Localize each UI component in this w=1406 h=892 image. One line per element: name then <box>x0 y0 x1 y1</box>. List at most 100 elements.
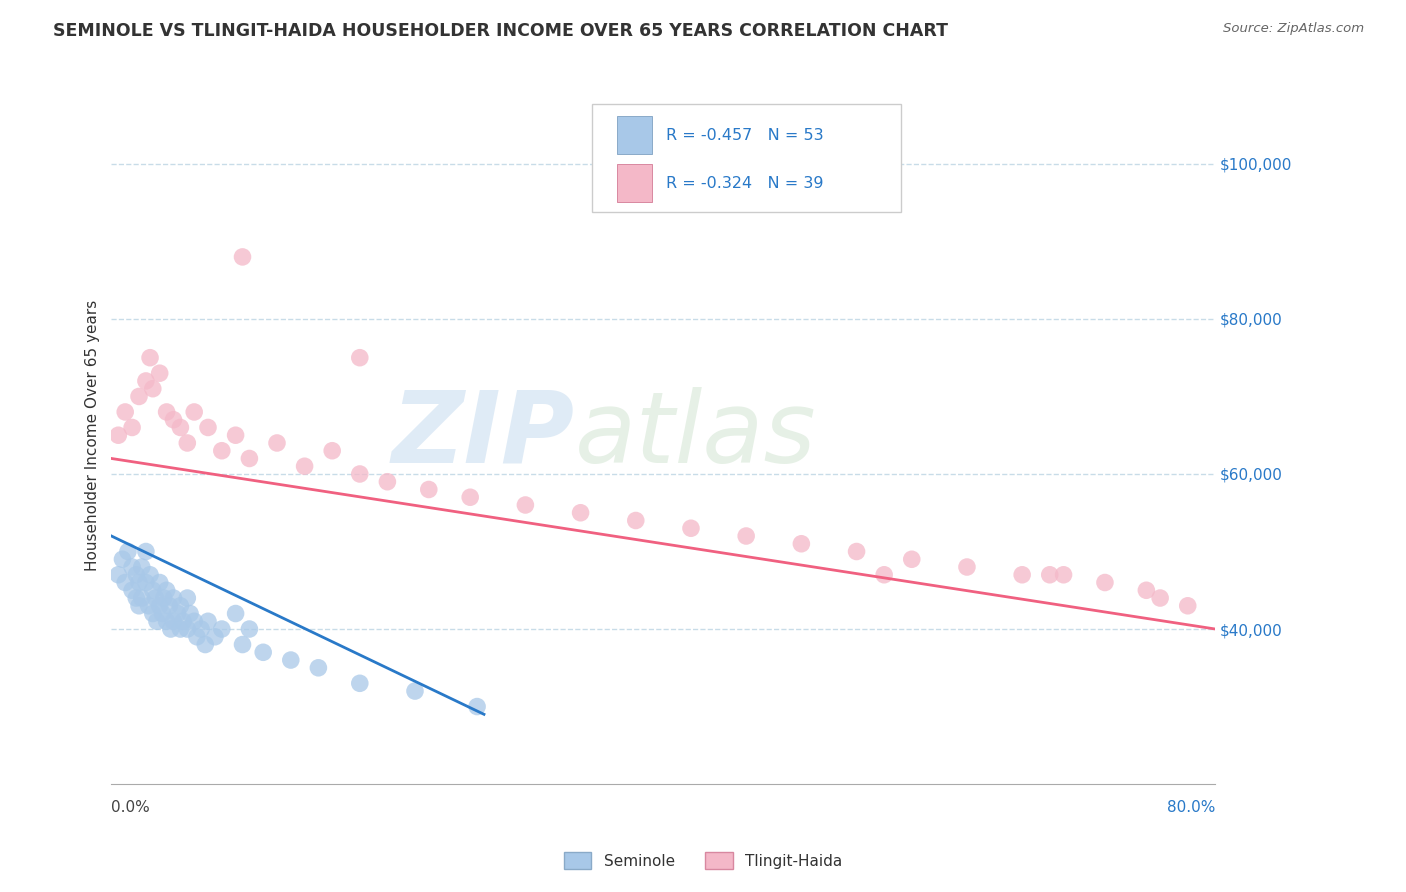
Point <box>139 567 162 582</box>
Point <box>294 459 316 474</box>
Point <box>142 607 165 621</box>
Point <box>569 506 592 520</box>
Point <box>157 599 180 613</box>
Point <box>131 560 153 574</box>
Point <box>197 420 219 434</box>
Point <box>186 630 208 644</box>
Point <box>211 622 233 636</box>
Point <box>166 607 188 621</box>
Point <box>204 630 226 644</box>
Point <box>155 405 177 419</box>
Point <box>172 615 194 629</box>
Point <box>152 607 174 621</box>
Point <box>155 583 177 598</box>
Point <box>169 622 191 636</box>
Point <box>149 599 172 613</box>
Point <box>349 676 371 690</box>
Point <box>515 498 537 512</box>
Point <box>679 521 702 535</box>
Point <box>956 560 979 574</box>
Text: Source: ZipAtlas.com: Source: ZipAtlas.com <box>1223 22 1364 36</box>
Point <box>458 490 481 504</box>
Point <box>107 567 129 582</box>
Point <box>111 552 134 566</box>
FancyBboxPatch shape <box>617 164 652 202</box>
Text: 0.0%: 0.0% <box>111 800 150 815</box>
Point <box>404 684 426 698</box>
Point <box>900 552 922 566</box>
Point <box>231 250 253 264</box>
Point <box>176 622 198 636</box>
Point <box>138 599 160 613</box>
FancyBboxPatch shape <box>592 103 901 212</box>
Point <box>790 537 813 551</box>
Point <box>114 405 136 419</box>
Point <box>125 591 148 605</box>
Text: R = -0.457   N = 53: R = -0.457 N = 53 <box>665 128 823 143</box>
Point <box>128 599 150 613</box>
Point <box>1177 599 1199 613</box>
Point <box>135 575 157 590</box>
Point <box>131 591 153 605</box>
Point <box>225 428 247 442</box>
Point <box>121 560 143 574</box>
Point <box>146 615 169 629</box>
Point <box>266 436 288 450</box>
Point <box>231 638 253 652</box>
Point <box>252 645 274 659</box>
Point <box>162 591 184 605</box>
Y-axis label: Householder Income Over 65 years: Householder Income Over 65 years <box>86 300 100 571</box>
Point <box>280 653 302 667</box>
Point <box>321 443 343 458</box>
Text: atlas: atlas <box>575 387 817 483</box>
Point <box>377 475 399 489</box>
Point <box>624 514 647 528</box>
Point <box>107 428 129 442</box>
Point <box>238 451 260 466</box>
Point <box>197 615 219 629</box>
Point <box>1011 567 1033 582</box>
Point <box>139 351 162 365</box>
Point <box>159 622 181 636</box>
Point <box>135 544 157 558</box>
Point <box>142 583 165 598</box>
Point <box>183 405 205 419</box>
Point <box>155 615 177 629</box>
Point <box>145 591 167 605</box>
Point <box>238 622 260 636</box>
Point <box>114 575 136 590</box>
Legend: Seminole, Tlingit-Haida: Seminole, Tlingit-Haida <box>558 846 848 875</box>
Text: SEMINOLE VS TLINGIT-HAIDA HOUSEHOLDER INCOME OVER 65 YEARS CORRELATION CHART: SEMINOLE VS TLINGIT-HAIDA HOUSEHOLDER IN… <box>53 22 949 40</box>
Point <box>135 374 157 388</box>
Point <box>149 366 172 380</box>
Point <box>128 389 150 403</box>
Point <box>162 615 184 629</box>
Point <box>211 443 233 458</box>
Point <box>142 382 165 396</box>
Point <box>149 575 172 590</box>
Text: R = -0.324   N = 39: R = -0.324 N = 39 <box>665 176 823 191</box>
Point <box>179 607 201 621</box>
Point <box>194 638 217 652</box>
Point <box>169 420 191 434</box>
Point <box>125 567 148 582</box>
Point <box>190 622 212 636</box>
Point <box>225 607 247 621</box>
Point <box>117 544 139 558</box>
Point <box>169 599 191 613</box>
Point <box>418 483 440 497</box>
Point <box>1135 583 1157 598</box>
Point <box>307 661 329 675</box>
Point <box>121 583 143 598</box>
Point <box>1052 567 1074 582</box>
Point <box>735 529 758 543</box>
Point <box>873 567 896 582</box>
FancyBboxPatch shape <box>617 116 652 154</box>
Point <box>121 420 143 434</box>
Point <box>1094 575 1116 590</box>
Point <box>845 544 868 558</box>
Point <box>128 575 150 590</box>
Point <box>162 413 184 427</box>
Point <box>176 591 198 605</box>
Text: ZIP: ZIP <box>392 387 575 483</box>
